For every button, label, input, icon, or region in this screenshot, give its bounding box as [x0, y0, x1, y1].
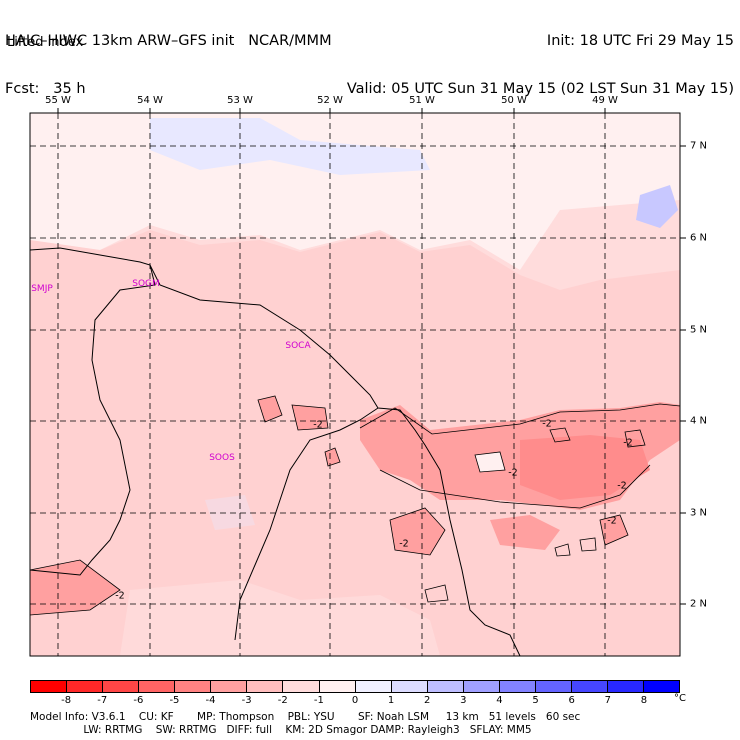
- colorbar-tick-label: 4: [496, 695, 503, 706]
- colorbar-swatch: [319, 681, 356, 692]
- contour-label: -2: [623, 437, 633, 449]
- header-right: Init: 18 UTC Fri 29 May 15 Valid: 05 UTC…: [347, 1, 734, 113]
- colorbar-swatch: [247, 681, 284, 692]
- cell-6: [490, 515, 560, 550]
- colorbar-tick-label: -5: [169, 695, 180, 706]
- lat-label-4n: 4 N: [690, 415, 708, 427]
- contour-label: -2: [617, 480, 627, 492]
- contour-label: -2: [542, 418, 552, 430]
- colorbar-swatch: [391, 681, 428, 692]
- cell-2: [292, 405, 328, 430]
- colorbar-tick-label: -3: [241, 695, 252, 706]
- contour-label: -2: [508, 467, 518, 479]
- colorbar-swatch: [283, 681, 320, 692]
- station-soos: SOOS: [209, 453, 235, 463]
- colorbar-swatch: [355, 681, 392, 692]
- stable-hole: [475, 452, 505, 472]
- lon-label-52w: 52 W: [317, 95, 343, 106]
- lon-label-54w: 54 W: [137, 95, 163, 106]
- colorbar: [30, 680, 680, 693]
- station-sogm: SOGM: [132, 279, 160, 289]
- field-name: Lifted index: [7, 35, 84, 50]
- model-info-line1: Model Info: V3.6.1 CU: KF MP: Thompson P…: [30, 711, 581, 723]
- blue-region-northeast: [636, 185, 678, 228]
- station-soca: SOCA: [285, 341, 311, 351]
- lat-label-3n: 3 N: [690, 507, 708, 519]
- colorbar-tick-label: 0: [351, 695, 359, 706]
- lat-lon-grid: [30, 113, 680, 656]
- colorbar-swatch: [608, 681, 645, 692]
- colorbar-swatch: [571, 681, 608, 692]
- model-info-line2: LW: RRTMG SW: RRTMG DIFF: full KM: 2D Sm…: [30, 724, 532, 736]
- colorbar-swatch: [499, 681, 536, 692]
- header-left: HAIC–HIWC 13km ARW–GFS init NCAR/MMM Fcs…: [5, 1, 332, 113]
- colorbar-tick-label: -4: [205, 695, 216, 706]
- colorbar-tick-label: 5: [532, 695, 539, 706]
- model-title: HAIC–HIWC 13km ARW–GFS init NCAR/MMM: [5, 33, 332, 49]
- cell-1: [258, 396, 282, 422]
- unstable-core-east: [520, 435, 650, 500]
- colorbar-tick-label: -7: [97, 695, 108, 706]
- forecast-hour: Fcst: 35 h: [5, 81, 86, 97]
- colorbar-tick-label: -1: [313, 695, 324, 706]
- cell-5: [30, 560, 120, 615]
- cell-7: [600, 515, 628, 545]
- colorbar-tick-label: -2: [277, 695, 288, 706]
- lon-label-55w: 55 W: [45, 95, 71, 106]
- lat-label-6n: 6 N: [690, 232, 708, 244]
- colorbar-tick-label: 1: [387, 695, 395, 706]
- init-time: Init: 18 UTC Fri 29 May 15: [546, 33, 734, 49]
- colorbar-swatch: [103, 681, 140, 692]
- colorbar-tick-label: 8: [640, 695, 648, 706]
- colorbar-tick-label: 3: [460, 695, 467, 706]
- colorbar-tick-label: -6: [133, 695, 144, 706]
- colorbar-swatch: [67, 681, 104, 692]
- colorbar-tick-label: 7: [604, 695, 611, 706]
- cell-4: [390, 508, 445, 555]
- valid-time: Valid: 05 UTC Sun 31 May 15 (02 LST Sun …: [346, 81, 734, 97]
- lon-label-51w: 51 W: [409, 95, 435, 106]
- colorbar-swatch: [427, 681, 464, 692]
- blue-region-north: [150, 118, 430, 175]
- colorbar-unit: °C: [674, 693, 686, 704]
- contour-label: -2: [607, 515, 617, 527]
- colorbar-swatch: [31, 681, 68, 692]
- colorbar-tick-label: 2: [424, 695, 431, 706]
- lat-label-7n: 7 N: [690, 140, 708, 152]
- colorbar-swatch: [175, 681, 212, 692]
- contour-label: -2: [115, 590, 125, 602]
- colorbar-swatch: [463, 681, 500, 692]
- medium-region: [30, 230, 680, 656]
- lat-label-2n: 2 N: [690, 598, 708, 610]
- lon-label-50w: 50 W: [501, 95, 527, 106]
- contour-label: -2: [313, 419, 323, 431]
- colorbar-swatch: [644, 681, 680, 692]
- map-frame: [29, 112, 681, 657]
- station-smjp: SMJP: [31, 284, 53, 294]
- axis-ticks: [57, 108, 686, 605]
- colorbar-tick-label: 6: [568, 695, 575, 706]
- colorbar-swatch: [535, 681, 572, 692]
- lon-label-49w: 49 W: [592, 95, 618, 106]
- lon-label-53w: 53 W: [227, 95, 253, 106]
- colorbar-tick-label: -8: [61, 695, 72, 706]
- colorbar-swatch: [211, 681, 248, 692]
- coastline-borders: [29, 247, 521, 657]
- contour-label: -2: [399, 538, 409, 550]
- lat-label-5n: 5 N: [690, 324, 708, 336]
- colorbar-swatch: [139, 681, 176, 692]
